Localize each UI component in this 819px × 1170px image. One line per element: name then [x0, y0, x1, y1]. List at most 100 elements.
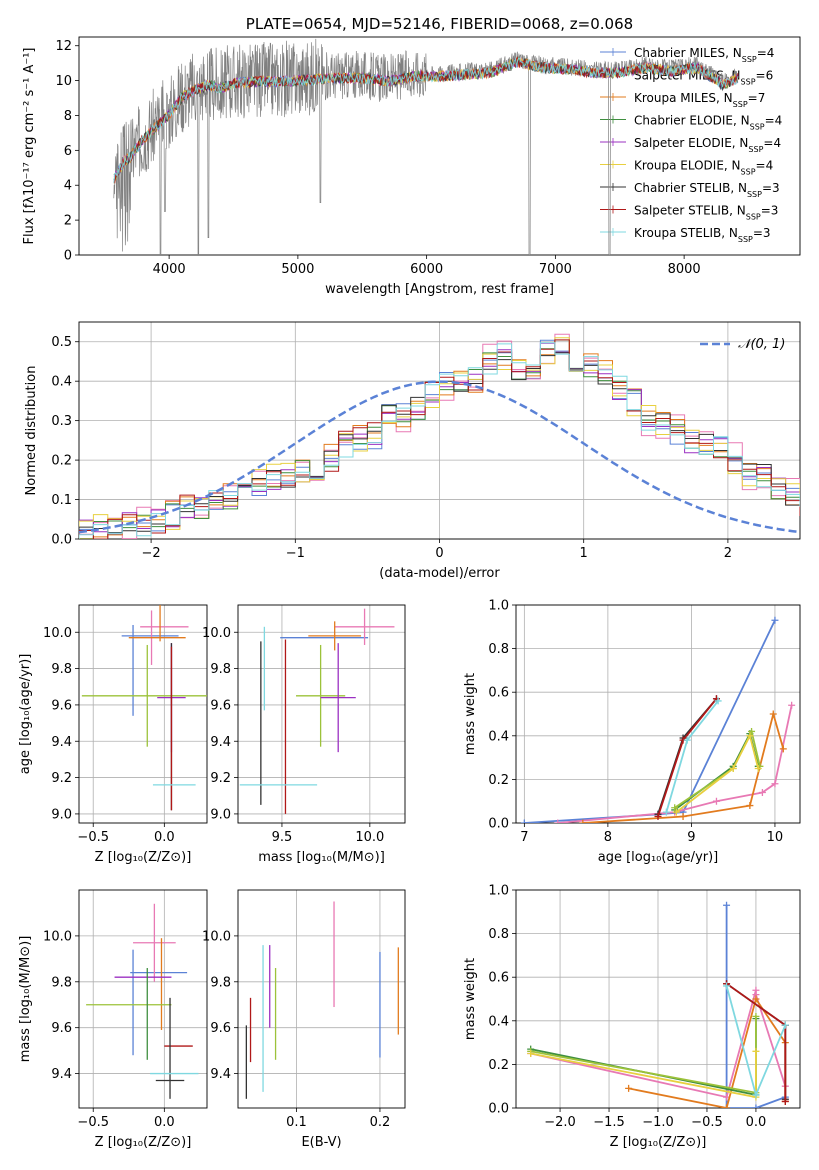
data-point — [779, 745, 787, 753]
y-tick-label: 0.4 — [488, 1014, 509, 1029]
panel-2: −2 −1 0 1 2 0.0 0.1 0.2 0.3 0.4 0.5 (data-model)/er… — [24, 321, 801, 581]
panel-1: 4000 5000 6000 7000 8000 0 2 4 6 8 10 12 wavelength … — [22, 15, 801, 297]
x-axis-label: Z [log₁₀(Z/Z⊙)] — [95, 1135, 192, 1150]
data-point — [788, 701, 796, 709]
data-point — [769, 710, 777, 718]
errorbar-point — [296, 644, 346, 747]
data-point — [781, 1097, 789, 1105]
series-line — [524, 619, 776, 823]
errorbar-point — [334, 608, 395, 645]
legend-label: Kroupa ELODIE, NSSP=4 — [634, 159, 773, 177]
histogram-kroupa-stelib — [79, 342, 800, 539]
errorbar-point — [81, 644, 207, 747]
y-tick-label: 9.2 — [210, 771, 231, 786]
y-tick-label: 2 — [64, 214, 72, 229]
data-point — [683, 736, 691, 744]
y-tick-label: 9.6 — [210, 1021, 231, 1036]
y-tick-label: 9.6 — [51, 698, 72, 713]
y-tick-label: 0.2 — [488, 773, 509, 788]
plot-area — [239, 608, 395, 814]
axes-frame — [78, 604, 208, 824]
data-point — [746, 732, 754, 740]
y-tick-label: 9.4 — [210, 1067, 231, 1082]
axes-frame — [515, 604, 801, 824]
x-tick-label: 7 — [520, 830, 528, 845]
y-axis-label: mass weight — [463, 958, 478, 1040]
x-tick-label: 0.2 — [370, 1115, 391, 1130]
series-line — [675, 733, 760, 813]
y-tick-label: 9.0 — [210, 807, 231, 822]
errorbar-point — [133, 903, 176, 982]
panel-8: −2.0 −1.5 −1.0 −0.5 0.0 0.0 0.2 0.4 0.6 0.8 1.0 Z [… — [463, 884, 801, 1150]
x-tick-label: −1.0 — [642, 1115, 674, 1130]
data-point — [758, 788, 766, 796]
series-line — [657, 698, 718, 815]
y-tick-label: 0.8 — [488, 927, 509, 942]
y-tick-label: 10.0 — [202, 626, 231, 641]
x-axis-label: (data-model)/error — [379, 566, 500, 581]
y-tick-label: 0.3 — [51, 414, 72, 429]
data-point — [752, 1091, 760, 1099]
y-axis-label: Flux [fλ10⁻¹⁷ erg cm⁻² s⁻¹ A⁻¹] — [22, 48, 37, 245]
x-tick-label: 0.0 — [154, 830, 175, 845]
x-axis-label: Z [log₁₀(Z/Z⊙)] — [95, 850, 192, 865]
y-tick-label: 9.2 — [51, 771, 72, 786]
data-point — [672, 808, 680, 816]
data-point — [771, 616, 779, 624]
y-tick-label: 0.2 — [488, 1058, 509, 1073]
plot-area — [527, 901, 789, 1108]
axes-frame — [78, 321, 801, 540]
y-axis-label: age [log₁₀(age/yr)] — [18, 654, 33, 775]
y-axis-label: mass [log₁₀(M/M⊙)] — [18, 936, 33, 1063]
y-tick-label: 0.0 — [488, 1102, 509, 1117]
legend-label: Kroupa MILES, NSSP=7 — [634, 91, 765, 109]
y-tick-label: 9.4 — [210, 735, 231, 750]
observed-spectrum — [113, 38, 739, 255]
legend-label: 𝒩(0, 1) — [738, 337, 785, 352]
y-tick-label: 0.8 — [488, 642, 509, 657]
x-tick-label: 0.1 — [286, 1115, 307, 1130]
y-tick-label: 12 — [55, 39, 72, 54]
y-axis-label: Normed distribution — [24, 366, 39, 496]
data-point — [527, 1050, 535, 1057]
panel-4: 9.5 10.0 9.0 9.2 9.4 9.6 9.8 10.0 mass [log₁₀(M/… — [202, 604, 406, 865]
x-tick-label: 0.0 — [154, 1115, 175, 1130]
data-point — [781, 1021, 789, 1029]
model-spectrum-kroupa-stelib — [113, 56, 739, 184]
data-point — [723, 1104, 731, 1108]
y-tick-label: 9.8 — [51, 662, 72, 677]
panel-5: 7 8 9 10 0.0 0.2 0.4 0.6 0.8 1.0 age [log₁₀(age/yr… — [463, 599, 801, 865]
y-tick-label: 10.0 — [43, 626, 72, 641]
y-tick-label: 9.8 — [210, 975, 231, 990]
x-axis-label: E(B-V) — [301, 1135, 341, 1150]
y-tick-label: 0.2 — [51, 454, 72, 469]
data-point — [746, 802, 754, 810]
panel-6: −0.5 0.0 9.4 9.6 9.8 10.0 Z [log₁₀(Z/Z⊙)] mass … — [18, 889, 208, 1150]
data-point — [579, 819, 587, 823]
x-tick-label: −2 — [142, 546, 161, 561]
plot-area — [86, 903, 199, 1099]
data-point — [771, 780, 779, 788]
data-point — [723, 901, 731, 909]
axes-frame — [515, 889, 801, 1109]
data-point — [625, 1084, 633, 1092]
y-tick-label: 9.8 — [51, 975, 72, 990]
x-tick-label: 7000 — [539, 262, 572, 277]
legend-label: Chabrier MILES, NSSP=4 — [634, 46, 774, 64]
y-tick-label: 1.0 — [488, 599, 509, 614]
x-tick-label: −0.5 — [77, 830, 109, 845]
y-tick-label: 0.5 — [51, 335, 72, 350]
x-tick-label: 9.5 — [272, 830, 293, 845]
y-tick-label: 0.4 — [488, 729, 509, 744]
x-tick-label: 0.0 — [746, 1115, 767, 1130]
x-axis-label: wavelength [Angstrom, rest frame] — [325, 282, 554, 297]
series-line — [530, 1016, 757, 1094]
data-point — [671, 804, 679, 812]
data-point — [752, 995, 760, 1003]
legend-label: Salpeter ELODIE, NSSP=4 — [634, 136, 781, 154]
y-tick-label: 10.0 — [202, 929, 231, 944]
series-line — [725, 905, 786, 1108]
plot-area — [81, 605, 207, 811]
x-tick-label: −2.0 — [544, 1115, 576, 1130]
